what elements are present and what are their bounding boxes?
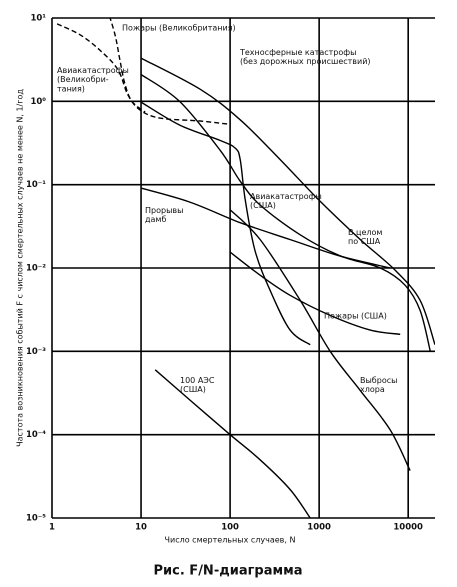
x-tick-label: 100 xyxy=(221,523,239,533)
series-line xyxy=(140,73,431,352)
series-label: Выбросы хлора xyxy=(360,376,397,394)
series-line xyxy=(229,209,411,471)
series-line xyxy=(229,251,401,335)
series-label: Техносферные катастрофы (без дорожных про… xyxy=(239,48,371,66)
series-label: Авиакатастрофы (США) xyxy=(250,192,322,210)
y-tick-label: 10⁻³ xyxy=(26,347,46,357)
x-tick-label: 10 xyxy=(135,523,147,533)
plot-area xyxy=(56,18,435,518)
y-tick-label: 10⁻¹ xyxy=(26,180,46,190)
series-label: Авиакатастрофы (Великобри-тания) xyxy=(57,66,129,93)
y-tick-label: 10⁻⁵ xyxy=(26,514,46,524)
series-label: В целом по США xyxy=(348,228,382,246)
series-line xyxy=(154,369,311,518)
series-line xyxy=(140,101,311,346)
series-line xyxy=(140,57,435,345)
x-tick-label: 1 xyxy=(49,523,55,533)
series-label: 100 АЭС (США) xyxy=(180,376,215,394)
y-axis-label: Частота возникновения событий F с числом… xyxy=(16,89,25,447)
series-label: Пожары (США) xyxy=(324,312,387,321)
y-tick-label: 10¹ xyxy=(30,14,46,24)
x-tick-label: 10000 xyxy=(393,523,423,533)
series-line xyxy=(56,23,231,125)
y-tick-label: 10⁰ xyxy=(30,97,46,107)
x-axis-label: Число смертельных случаев, N xyxy=(165,536,296,545)
series-label: Прорывы дамб xyxy=(145,206,183,224)
x-tick-label: 1000 xyxy=(307,523,331,533)
caption: Рис. F/N-диаграмма xyxy=(154,564,303,579)
series-label: Пожары (Великобритания) xyxy=(122,24,236,33)
y-tick-label: 10⁻² xyxy=(26,264,46,274)
y-tick-label: 10⁻⁴ xyxy=(26,430,46,440)
